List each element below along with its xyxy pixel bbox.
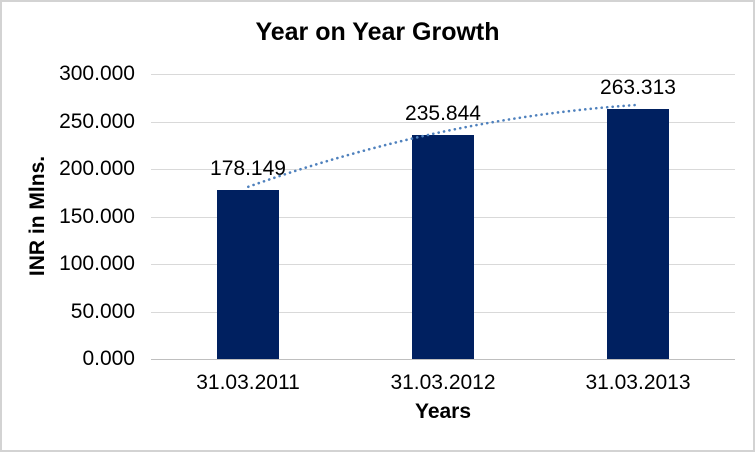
y-tick-label: 300.000	[59, 62, 135, 85]
x-axis-line	[151, 359, 735, 360]
x-axis-title: Years	[414, 400, 472, 423]
x-tick-label: 31.03.2011	[196, 371, 300, 394]
gridline	[151, 74, 735, 75]
y-tick-label: 250.000	[59, 110, 135, 133]
y-tick-label: 0.000	[82, 347, 135, 370]
bar-31.03.2012	[412, 135, 474, 359]
y-tick-label: 50.000	[70, 300, 135, 323]
bar-31.03.2013	[607, 109, 669, 359]
y-tick-label: 200.000	[59, 157, 135, 180]
data-label: 178.149	[210, 157, 286, 180]
chart-title: Year on Year Growth	[255, 18, 500, 46]
y-tick-label: 100.000	[59, 252, 135, 275]
data-label: 263.313	[600, 76, 676, 99]
y-tick-label: 150.000	[59, 205, 135, 228]
bar-31.03.2011	[217, 190, 279, 359]
data-label: 235.844	[405, 102, 481, 125]
x-tick-label: 31.03.2012	[390, 371, 496, 394]
x-tick-label: 31.03.2013	[585, 371, 691, 394]
